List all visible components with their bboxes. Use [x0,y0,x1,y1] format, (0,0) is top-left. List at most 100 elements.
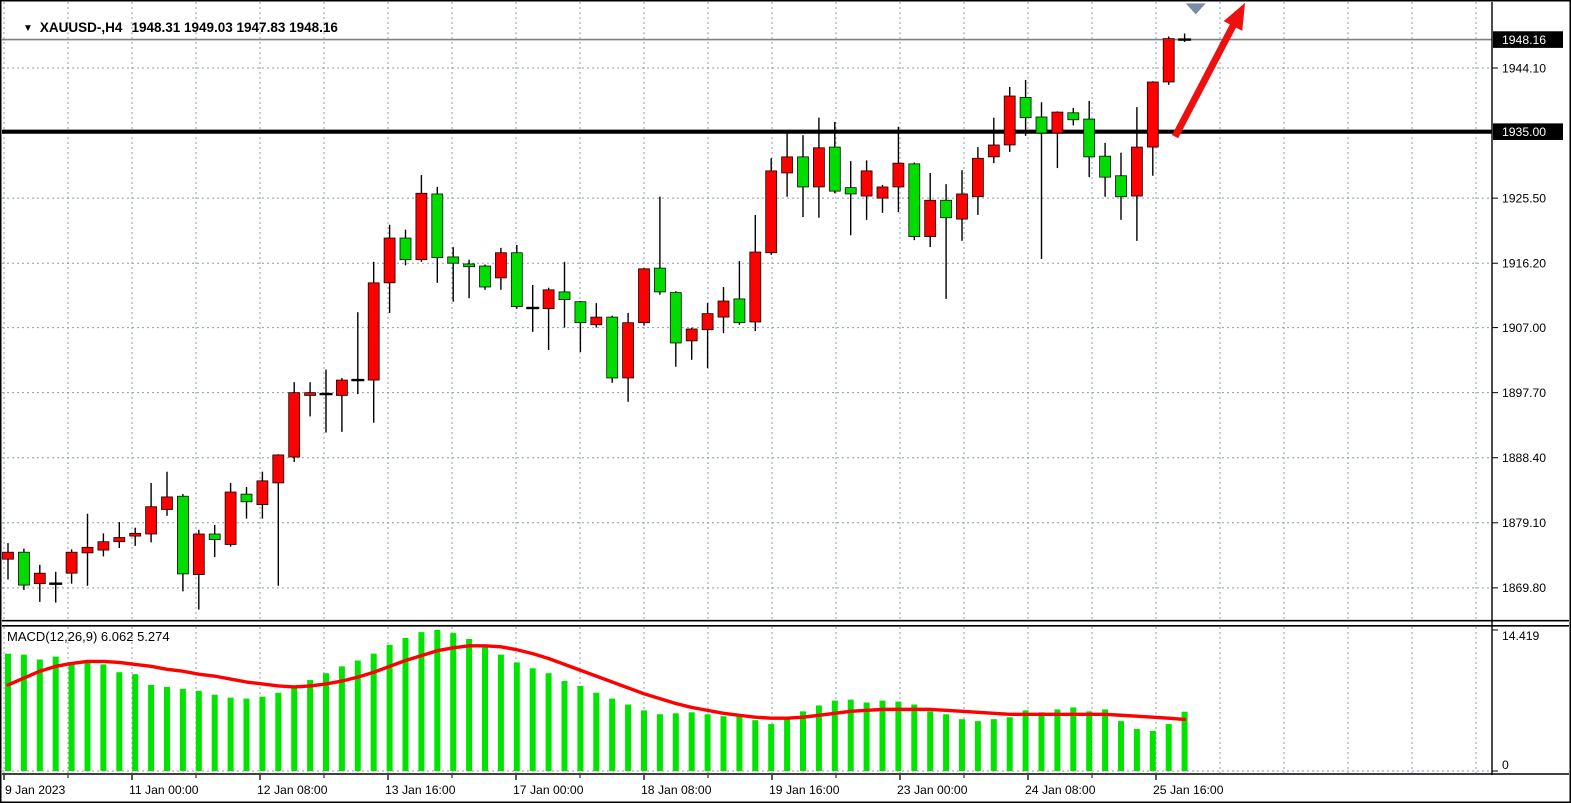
macd-histogram-bar [164,686,170,771]
candle-body-bear [1019,97,1032,119]
macd-histogram-bar [354,660,361,771]
candle-body-bull [1146,81,1159,148]
macd-histogram-bar [577,685,584,771]
candle [781,131,793,197]
candle [33,564,46,602]
candle-body-bull [701,313,714,331]
macd-histogram-bar [831,700,838,771]
price-tick-label: 1888.40 [1502,451,1546,465]
candle-body-bull [367,282,380,381]
macd-histogram-bar [497,654,504,771]
candle [558,261,571,328]
candle [940,184,952,299]
candle [113,522,126,548]
candle-body-bull [192,533,205,575]
candle [81,513,94,586]
candle-body-bull [288,392,301,458]
macd-indicator-label: MACD(12,26,9) 6.062 5.274 [7,629,170,644]
macd-histogram-bar [990,719,997,771]
macd-histogram-bar [911,704,918,771]
candle-body-bull [97,541,110,551]
macd-histogram-bar [100,664,107,771]
candle [447,247,460,302]
macd-histogram-bar [52,656,59,771]
candle-body-bull [813,147,825,188]
candle [495,247,507,290]
macd-histogram-bar [672,713,679,771]
macd-histogram-bar [36,659,43,771]
candle-body-bull [1162,38,1175,83]
macd-histogram-bar [1070,707,1077,771]
doji-dash [526,306,540,310]
candle-body-bull [33,572,46,585]
macd-histogram-bar [1022,710,1029,771]
candle-body-bear [606,316,619,379]
candle-body-bull [272,454,285,484]
candle-body-bull [1003,95,1016,146]
candle-body-bull [256,480,269,505]
candle [129,527,142,546]
annotations-layer [1171,2,1246,139]
macd-histogram-bar [768,724,775,771]
time-axis-label: 9 Jan 2023 [5,783,66,797]
macd-histogram-bar [323,673,329,771]
candle-body-bear [399,237,412,261]
candle-body-bull [65,551,78,574]
macd-histogram-bar [1038,712,1045,771]
macd-histogram-bar [625,704,632,771]
candle [844,161,857,236]
macd-histogram-bar [1006,717,1013,771]
candle [319,369,333,433]
candle [717,287,730,334]
time-axis-label: 25 Jan 16:00 [1153,783,1224,797]
candle-body-bull [304,392,316,396]
macd-histogram-bar [1086,711,1093,771]
macd-histogram-bar [688,712,695,771]
candle-body-bear [1035,116,1048,134]
price-tick-label: 1916.20 [1502,257,1546,271]
candle [192,529,205,610]
candle-body-bull [590,316,603,326]
macd-histogram-bar [1165,724,1172,771]
candle [1131,107,1143,241]
candle [97,533,110,557]
macd-histogram-bar [450,633,457,771]
time-axis-label: 12 Jan 08:00 [257,783,328,797]
candle [892,126,905,213]
candle-body-bull [972,157,984,198]
candle [797,135,809,218]
macd-histogram-bar [609,698,616,771]
candle [876,184,889,213]
macd-histogram-bar [386,644,393,771]
macd-histogram-bar [529,668,536,771]
trend-arrow[interactable] [1171,2,1246,139]
triangle-down-marker[interactable] [1185,3,1206,15]
candle-body-bull [415,192,428,261]
candle [749,214,762,332]
candle [510,245,523,309]
macd-histogram-bar [259,696,266,771]
macd-histogram-bar [545,673,552,771]
candle-body-bull [495,252,507,279]
candle-body-bear [1067,112,1080,121]
doji-dash [351,378,365,382]
candle [1162,36,1175,85]
candle [654,196,666,295]
time-axis-label: 18 Jan 08:00 [641,783,712,797]
candle [208,524,221,558]
macd-histogram-bar [895,701,902,771]
candle-body-bull [2,551,14,560]
candle [685,327,698,360]
candle [972,147,984,215]
svg-text:1948.16: 1948.16 [1502,33,1546,47]
candle-body-bull [224,491,237,545]
chart-menu-icon[interactable]: ▼ [23,23,33,34]
macd-histogram-bar [132,674,139,771]
candle-body-bear [940,199,952,219]
macd-histogram-bar [5,653,11,771]
macd-pane [2,629,1492,772]
macd-histogram-bar [513,662,520,771]
candle-body-bear [208,533,221,540]
macd-histogram-bar [466,638,473,771]
